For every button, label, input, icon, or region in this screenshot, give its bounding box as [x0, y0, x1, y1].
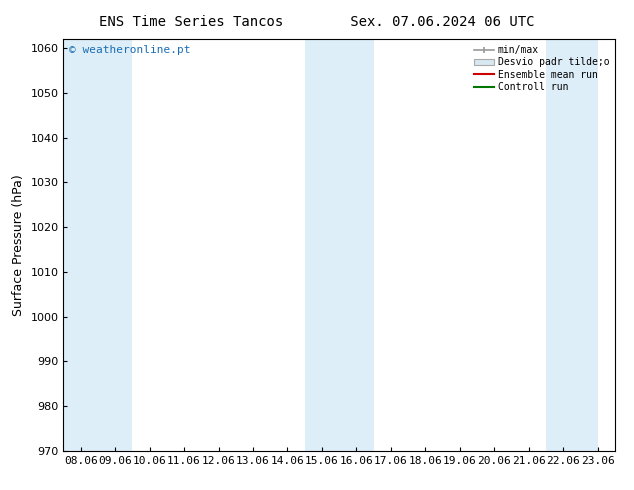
- Text: © weatheronline.pt: © weatheronline.pt: [69, 46, 190, 55]
- Legend: min/max, Desvio padr tilde;o, Ensemble mean run, Controll run: min/max, Desvio padr tilde;o, Ensemble m…: [471, 42, 612, 95]
- Bar: [63, 39, 133, 451]
- Text: ENS Time Series Tancos        Sex. 07.06.2024 06 UTC: ENS Time Series Tancos Sex. 07.06.2024 0…: [100, 15, 534, 29]
- Bar: [305, 39, 373, 451]
- Bar: [546, 39, 598, 451]
- Y-axis label: Surface Pressure (hPa): Surface Pressure (hPa): [12, 174, 25, 316]
